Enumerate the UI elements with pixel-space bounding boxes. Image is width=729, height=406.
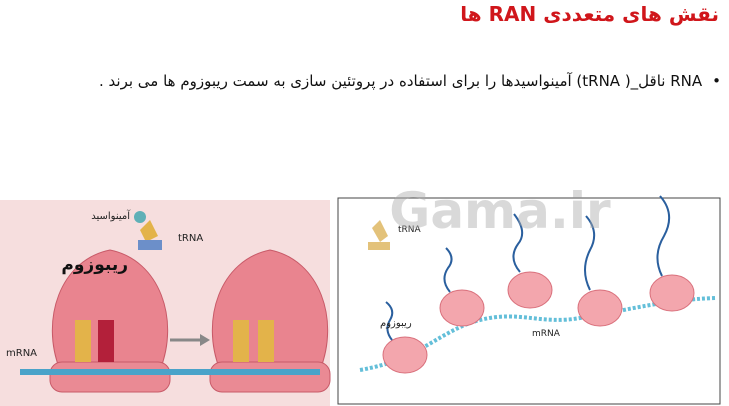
trna	[258, 320, 274, 362]
bullet-text: RNA ناقل_( tRNA) آمینواسیدها را برای است…	[6, 72, 721, 90]
anticodon	[138, 240, 162, 250]
label: tRNA	[398, 225, 422, 235]
label: mRNA	[6, 348, 37, 359]
amino-acid	[134, 211, 146, 223]
label: آمینواسید	[91, 209, 131, 222]
label: ریبوزوم	[380, 318, 412, 329]
slide-title: نقش های متعددی RAN ها	[460, 2, 719, 26]
watermark: Gama.ir	[389, 182, 611, 240]
ribosomes	[382, 271, 695, 374]
ribosome-small	[209, 361, 331, 393]
label: mRNA	[532, 329, 561, 339]
label: ریبوزوم	[61, 255, 128, 275]
label: tRNA	[178, 233, 203, 244]
trna	[233, 320, 249, 362]
site	[98, 320, 114, 362]
polypeptides	[385, 195, 671, 341]
arrow-head	[200, 334, 210, 346]
trna	[75, 320, 91, 362]
trna	[140, 220, 158, 242]
trna	[372, 220, 388, 242]
mrna	[359, 296, 716, 372]
left-figure: آمینواسید tRNA ریبوزوم mRNA	[0, 200, 331, 406]
trna	[368, 242, 390, 250]
ribosome-small	[49, 361, 171, 393]
right-figure: tRNA ریبوزوم mRNA	[337, 195, 721, 405]
